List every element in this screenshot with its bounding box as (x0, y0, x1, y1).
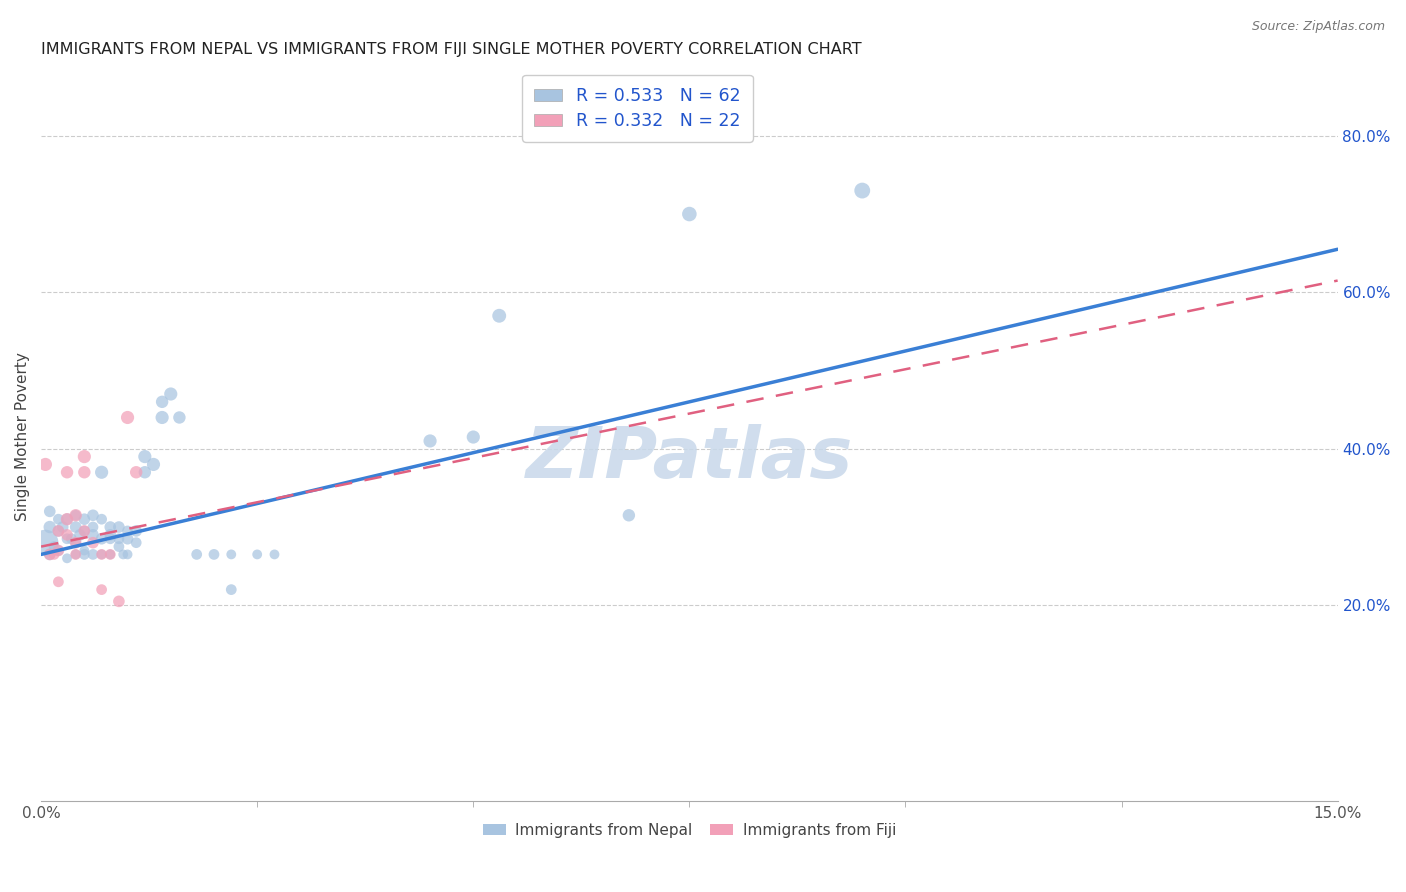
Point (34, 535, 56, 549)
Point (617, 508, 640, 523)
Point (65, 520, 87, 534)
Point (82, 535, 104, 549)
Point (65, 508, 87, 523)
Point (142, 458, 165, 472)
Point (69, 528, 91, 542)
Point (38, 504, 60, 518)
Point (117, 532, 139, 546)
Point (108, 532, 131, 546)
Point (117, 410, 139, 425)
Point (82, 508, 104, 523)
Point (48, 574, 70, 589)
Point (134, 465, 156, 479)
Point (150, 410, 173, 425)
Y-axis label: Single Mother Poverty: Single Mother Poverty (15, 352, 30, 522)
Point (38, 520, 60, 534)
Point (56, 528, 79, 542)
Point (65, 535, 87, 549)
Point (98, 548, 121, 562)
Point (65, 508, 87, 523)
Point (98, 548, 121, 562)
Point (186, 548, 208, 562)
Point (90, 582, 112, 597)
Point (73, 450, 96, 464)
Point (90, 548, 112, 562)
Point (219, 548, 242, 562)
Point (263, 548, 285, 562)
Point (125, 465, 148, 479)
Point (90, 512, 112, 526)
Point (73, 524, 96, 538)
Point (108, 594, 131, 608)
Point (125, 535, 148, 549)
Point (246, 548, 269, 562)
Point (65, 548, 87, 562)
Point (48, 543, 70, 558)
Point (851, 184, 873, 198)
Point (678, 207, 700, 221)
Point (159, 387, 181, 401)
Point (219, 582, 242, 597)
Text: IMMIGRANTS FROM NEPAL VS IMMIGRANTS FROM FIJI SINGLE MOTHER POVERTY CORRELATION : IMMIGRANTS FROM NEPAL VS IMMIGRANTS FROM… (41, 42, 862, 57)
Point (117, 524, 139, 538)
Point (125, 524, 148, 538)
Point (73, 543, 96, 558)
Point (56, 465, 79, 479)
Point (108, 540, 131, 554)
Point (48, 543, 70, 558)
Point (202, 548, 225, 562)
Point (42, 548, 65, 562)
Point (419, 434, 441, 448)
Point (108, 520, 131, 534)
Point (73, 524, 96, 538)
Point (98, 532, 121, 546)
Point (90, 465, 112, 479)
Text: ZIPatlas: ZIPatlas (526, 425, 853, 493)
Point (90, 532, 112, 546)
Point (60, 532, 83, 546)
Point (82, 548, 104, 562)
Point (169, 410, 191, 425)
Point (65, 548, 87, 562)
Legend: Immigrants from Nepal, Immigrants from Fiji: Immigrants from Nepal, Immigrants from F… (477, 817, 903, 844)
Point (73, 512, 96, 526)
Point (73, 548, 96, 562)
Point (34, 458, 56, 472)
Point (56, 512, 79, 526)
Point (48, 512, 70, 526)
Point (42, 540, 65, 554)
Point (90, 548, 112, 562)
Point (134, 450, 156, 464)
Point (117, 548, 139, 562)
Point (65, 535, 87, 549)
Point (98, 520, 121, 534)
Point (56, 532, 79, 546)
Point (98, 528, 121, 542)
Point (52, 520, 75, 534)
Point (82, 528, 104, 542)
Point (488, 309, 510, 323)
Point (48, 524, 70, 538)
Point (56, 551, 79, 566)
Point (150, 394, 173, 409)
Point (56, 512, 79, 526)
Point (48, 524, 70, 538)
Point (38, 548, 60, 562)
Point (82, 520, 104, 534)
Text: Source: ZipAtlas.com: Source: ZipAtlas.com (1251, 20, 1385, 33)
Point (73, 465, 96, 479)
Point (463, 430, 485, 444)
Point (112, 548, 135, 562)
Point (38, 548, 60, 562)
